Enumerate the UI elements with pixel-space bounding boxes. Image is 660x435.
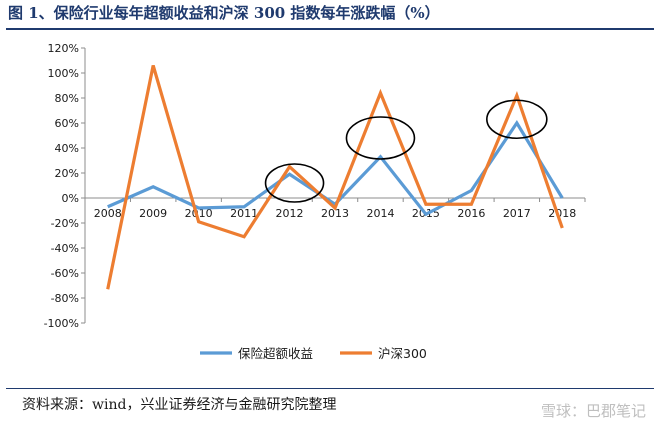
y-tick-label: -60% bbox=[51, 267, 79, 280]
y-tick-label: 40% bbox=[55, 142, 79, 155]
y-tick-label: -40% bbox=[51, 242, 79, 255]
x-tick-label: 2014 bbox=[366, 207, 394, 220]
x-tick-label: 2011 bbox=[230, 207, 258, 220]
source-note: 资料来源：wind，兴业证券经济与金融研究院整理 bbox=[22, 397, 337, 413]
chart-series bbox=[106, 65, 564, 290]
line-chart: -100% -80% -60% -40% -20% 0% 20% 40% 60% 80% 100% 1… bbox=[44, 42, 586, 361]
y-tick-label: -100% bbox=[44, 317, 79, 330]
x-tick-label: 2016 bbox=[457, 207, 485, 220]
x-tick-label: 2009 bbox=[139, 207, 167, 220]
highlight-ellipse bbox=[264, 163, 325, 203]
y-tick-label: 60% bbox=[55, 117, 79, 130]
x-tick-label: 2008 bbox=[94, 207, 122, 220]
x-tick-label: 2013 bbox=[321, 207, 349, 220]
chart-legend: 保险超额收益 沪深300 bbox=[200, 346, 427, 361]
y-tick-label: 100% bbox=[48, 67, 79, 80]
highlight-ellipse bbox=[486, 99, 548, 140]
y-tick-label: -80% bbox=[51, 292, 79, 305]
x-tick-label: 2012 bbox=[276, 207, 304, 220]
y-tick-label: 0% bbox=[62, 192, 79, 205]
y-tick-label: 80% bbox=[55, 92, 79, 105]
y-axis: -100% -80% -60% -40% -20% 0% 20% 40% 60% 80% 100% 1… bbox=[44, 42, 86, 330]
legend-label-csi300: 沪深300 bbox=[378, 346, 427, 361]
chart-annotations bbox=[264, 99, 548, 203]
title-divider bbox=[6, 28, 654, 30]
chart-title: 图 1、保险行业每年超额收益和沪深 300 指数每年涨跌幅（%） bbox=[8, 4, 440, 22]
series-line-csi300 bbox=[106, 65, 564, 290]
x-tick-label: 2018 bbox=[548, 207, 576, 220]
source-divider bbox=[6, 388, 654, 389]
x-tick-label: 2010 bbox=[185, 207, 213, 220]
y-tick-label: 120% bbox=[48, 42, 79, 55]
highlight-ellipse bbox=[345, 116, 416, 160]
y-tick-label: -20% bbox=[51, 217, 79, 230]
x-tick-label: 2017 bbox=[503, 207, 531, 220]
legend-label-insurance: 保险超额收益 bbox=[238, 346, 313, 361]
y-tick-label: 20% bbox=[55, 167, 79, 180]
x-axis: 2008 2009 2010 2011 2012 2013 2014 2015 2016 2017… bbox=[84, 197, 586, 220]
watermark: 雪球：巴郡笔记 bbox=[540, 402, 646, 420]
